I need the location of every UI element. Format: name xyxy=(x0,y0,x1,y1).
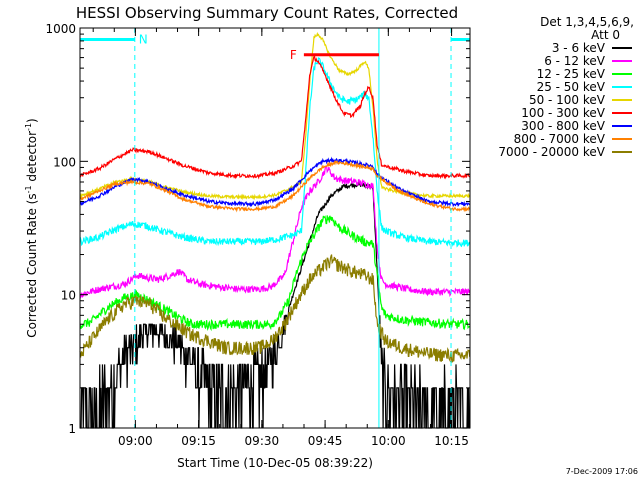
legend-label-50-100-kev: 50 - 100 keV xyxy=(529,93,606,107)
flare-label: F xyxy=(290,48,297,62)
x-tick-label: 09:15 xyxy=(181,434,216,448)
series-line-300-800-kev xyxy=(79,156,471,208)
footer-date: 7-Dec-2009 17:06 xyxy=(566,467,638,476)
x-tick-label: 09:45 xyxy=(308,434,343,448)
legend-label-3-6-kev: 3 - 6 keV xyxy=(552,41,606,55)
legend-header-line1: Det 1,3,4,5,6,9, xyxy=(540,15,634,29)
series-line-100-300-kev xyxy=(79,55,470,180)
legend-label-6-12-kev: 6 - 12 keV xyxy=(544,54,606,68)
legend-label-300-800-kev: 300 - 800 keV xyxy=(521,119,605,133)
series-line-3-6-kev xyxy=(80,181,470,429)
series-line-12-25-kev xyxy=(79,215,471,332)
night-label: N xyxy=(139,32,148,46)
legend-label-7000-20000-kev: 7000 - 20000 keV xyxy=(498,145,605,159)
y-tick-label: 10 xyxy=(61,289,76,303)
series-line-6-12-kev xyxy=(79,165,471,299)
legend-label-12-25-kev: 12 - 25 keV xyxy=(537,67,606,81)
legend-label-25-50-kev: 25 - 50 keV xyxy=(537,80,606,94)
x-tick-label: 09:30 xyxy=(245,434,280,448)
plot-frame xyxy=(79,27,471,429)
y-tick-label: 100 xyxy=(53,155,76,169)
x-tick-label: 10:00 xyxy=(371,434,406,448)
y-tick-label: 1 xyxy=(68,422,76,436)
series-line-7000-20000-kev xyxy=(79,254,471,363)
legend-label-800-7000-kev: 800 - 7000 keV xyxy=(514,132,606,146)
y-tick-label: 1000 xyxy=(45,22,76,36)
x-tick-label: 10:15 xyxy=(434,434,469,448)
x-axis-label: Start Time (10-Dec-05 08:39:22) xyxy=(177,456,373,470)
legend-label-100-300-kev: 100 - 300 keV xyxy=(521,106,605,120)
y-axis-label: Corrected Count Rate (s-1 detector-1) xyxy=(24,118,39,337)
legend-header-line2: Att 0 xyxy=(591,28,620,42)
series-line-25-50-kev xyxy=(79,57,471,248)
chart-title: HESSI Observing Summary Count Rates, Cor… xyxy=(76,4,458,22)
x-tick-label: 09:00 xyxy=(118,434,153,448)
series-line-800-7000-kev xyxy=(79,160,471,213)
